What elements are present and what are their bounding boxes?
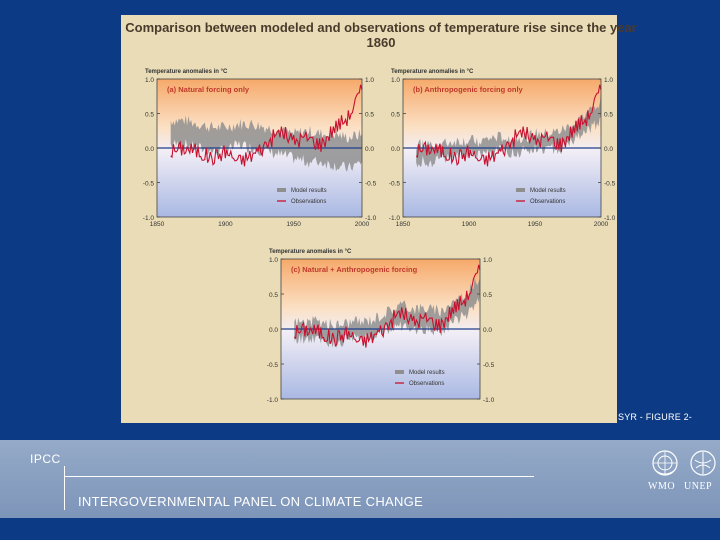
- footer-divider-vertical: [64, 466, 65, 510]
- y-tick-label-right: 0.5: [483, 292, 492, 299]
- organization-name: INTERGOVERNMENTAL PANEL ON CLIMATE CHANG…: [78, 494, 424, 509]
- y-tick-label-right: -0.5: [483, 362, 495, 369]
- y-tick-label: -0.5: [267, 362, 279, 369]
- y-tick-label-right: -1.0: [483, 397, 495, 404]
- x-tick-label: 1900: [462, 221, 477, 228]
- wmo-logo-icon: [652, 450, 678, 476]
- footer-bottom-bar: [0, 518, 720, 540]
- chart-combined-forcing: 1.0 0.5 0.0 -0.5 -1.0 1.0 0.5 0.0 -0.5 -1.0 Temper…: [267, 249, 495, 404]
- y-tick-label: -0.5: [389, 181, 401, 188]
- x-tick-label: 2000: [594, 221, 609, 228]
- legend-model-label: Model results: [530, 188, 566, 194]
- y-axis-label: Temperature anomalies in °C: [269, 249, 352, 255]
- x-tick-label: 1850: [150, 221, 165, 228]
- y-tick-label: 1.0: [391, 77, 400, 84]
- y-tick-label-right: 0.0: [604, 146, 613, 153]
- y-tick-label-right: -1.0: [365, 215, 377, 222]
- y-tick-label: -1.0: [389, 215, 401, 222]
- y-tick-label-right: 1.0: [604, 77, 613, 84]
- unep-caption: UNEP: [684, 481, 713, 492]
- footer-band: [0, 440, 720, 518]
- legend-observations-label: Observations: [291, 199, 326, 205]
- observations-line: [415, 84, 602, 167]
- y-tick-label: 0.5: [269, 292, 278, 299]
- y-tick-label: 0.5: [391, 112, 400, 119]
- legend-model-swatch: [516, 188, 525, 192]
- model-results-band: [294, 277, 480, 348]
- unep-logo-icon: [690, 450, 716, 476]
- legend-model-label: Model results: [409, 370, 445, 376]
- y-tick-label: 1.0: [269, 257, 278, 264]
- y-axis-label: Temperature anomalies in °C: [145, 69, 228, 75]
- y-tick-label-right: 1.0: [483, 257, 492, 264]
- chart-title: Comparison between modeled and observati…: [125, 20, 637, 50]
- model-results-band: [416, 93, 601, 168]
- figure-label: SYR - FIGURE 2-: [618, 412, 693, 422]
- y-axis-label: Temperature anomalies in °C: [391, 69, 474, 75]
- panel-label: (b) Anthropogenic forcing only: [413, 85, 524, 94]
- ipcc-acronym: IPCC: [30, 452, 61, 466]
- legend-observations-label: Observations: [409, 381, 444, 387]
- x-tick-label: 1950: [286, 221, 301, 228]
- y-tick-label: -1.0: [267, 397, 279, 404]
- observations-line: [293, 264, 481, 348]
- y-tick-label-right: -0.5: [604, 181, 616, 188]
- y-tick-label-right: 0.5: [604, 112, 613, 119]
- y-tick-label: 0.0: [391, 146, 400, 153]
- x-tick-label: 2000: [355, 221, 370, 228]
- y-tick-label: 0.5: [145, 112, 154, 119]
- footer-divider-horizontal: [64, 476, 534, 477]
- panel-label: (c) Natural + Anthropogenic forcing: [291, 265, 418, 274]
- observations-line: [170, 84, 363, 167]
- x-tick-label: 1950: [528, 221, 543, 228]
- y-tick-label: 0.0: [269, 327, 278, 334]
- x-tick-label: 1900: [218, 221, 233, 228]
- wmo-caption: WMO: [648, 481, 676, 492]
- y-tick-label-right: -0.5: [365, 181, 377, 188]
- y-tick-label-right: 0.0: [483, 327, 492, 334]
- panel-label: (a) Natural forcing only: [167, 85, 250, 94]
- legend-model-swatch: [395, 370, 404, 374]
- y-tick-label: 1.0: [145, 77, 154, 84]
- y-tick-label: -0.5: [143, 181, 155, 188]
- legend-observations-label: Observations: [530, 199, 565, 205]
- y-tick-label-right: -1.0: [604, 215, 616, 222]
- y-tick-label-right: 0.0: [365, 146, 374, 153]
- y-tick-label: 0.0: [145, 146, 154, 153]
- legend-model-swatch: [277, 188, 286, 192]
- y-tick-label: -1.0: [143, 215, 155, 222]
- y-tick-label-right: 1.0: [365, 77, 374, 84]
- y-tick-label-right: 0.5: [365, 112, 374, 119]
- x-tick-label: 1850: [396, 221, 411, 228]
- legend-model-label: Model results: [291, 188, 327, 194]
